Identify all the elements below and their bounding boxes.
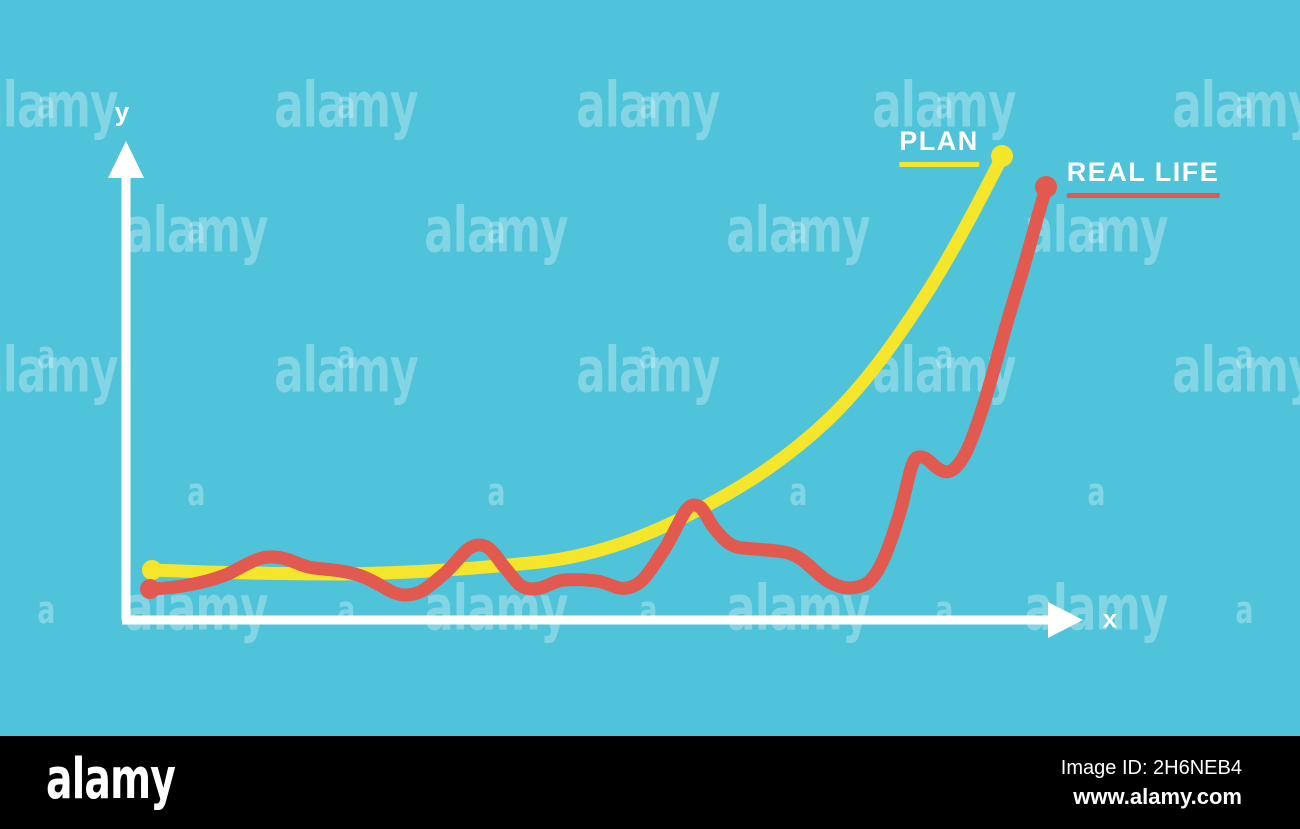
real-life-start-marker (140, 579, 160, 599)
chart-canvas: a a a a a a a a a a a a a a a a a a a a a a a alamy alamy alamy al… (0, 68, 1300, 645)
real-life-end-marker (1035, 176, 1057, 198)
image-id-text: Image ID: 2H6NEB4 (1060, 757, 1242, 779)
legend-real-life: REAL LIFE (1066, 157, 1220, 198)
legend-real-life-label: REAL LIFE (1066, 157, 1220, 187)
alamy-url-text: www.alamy.com (1073, 784, 1242, 809)
series-real-life (140, 176, 1057, 602)
footer-meta: Image ID: 2H6NEB4 www.alamy.com (1061, 755, 1242, 812)
legend-plan-rule (899, 162, 979, 167)
y-axis-label: y (114, 96, 130, 127)
y-axis (108, 141, 144, 620)
alamy-footer-bar (0, 736, 1300, 829)
alamy-logo: alamy (46, 747, 176, 812)
legend-plan-label: PLAN (899, 126, 979, 156)
x-axis-label: x (1102, 603, 1118, 634)
legend-plan: PLAN (899, 128, 979, 167)
series-plan (142, 145, 1013, 581)
x-axis (122, 602, 1083, 638)
legend-real-life-rule (1066, 193, 1220, 198)
plot-svg (108, 141, 1083, 638)
plan-start-marker (142, 560, 162, 580)
plan-end-marker (991, 145, 1013, 167)
